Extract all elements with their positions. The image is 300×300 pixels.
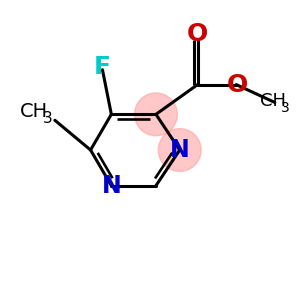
Text: O: O xyxy=(227,73,248,97)
Text: 3: 3 xyxy=(43,111,52,126)
Text: 3: 3 xyxy=(281,101,290,115)
Text: N: N xyxy=(101,174,121,198)
Text: N: N xyxy=(170,138,190,162)
Text: F: F xyxy=(94,55,111,79)
Text: O: O xyxy=(187,22,208,46)
Text: CH: CH xyxy=(20,102,48,121)
Text: CH: CH xyxy=(260,92,286,110)
Circle shape xyxy=(134,93,177,136)
Circle shape xyxy=(158,129,201,171)
